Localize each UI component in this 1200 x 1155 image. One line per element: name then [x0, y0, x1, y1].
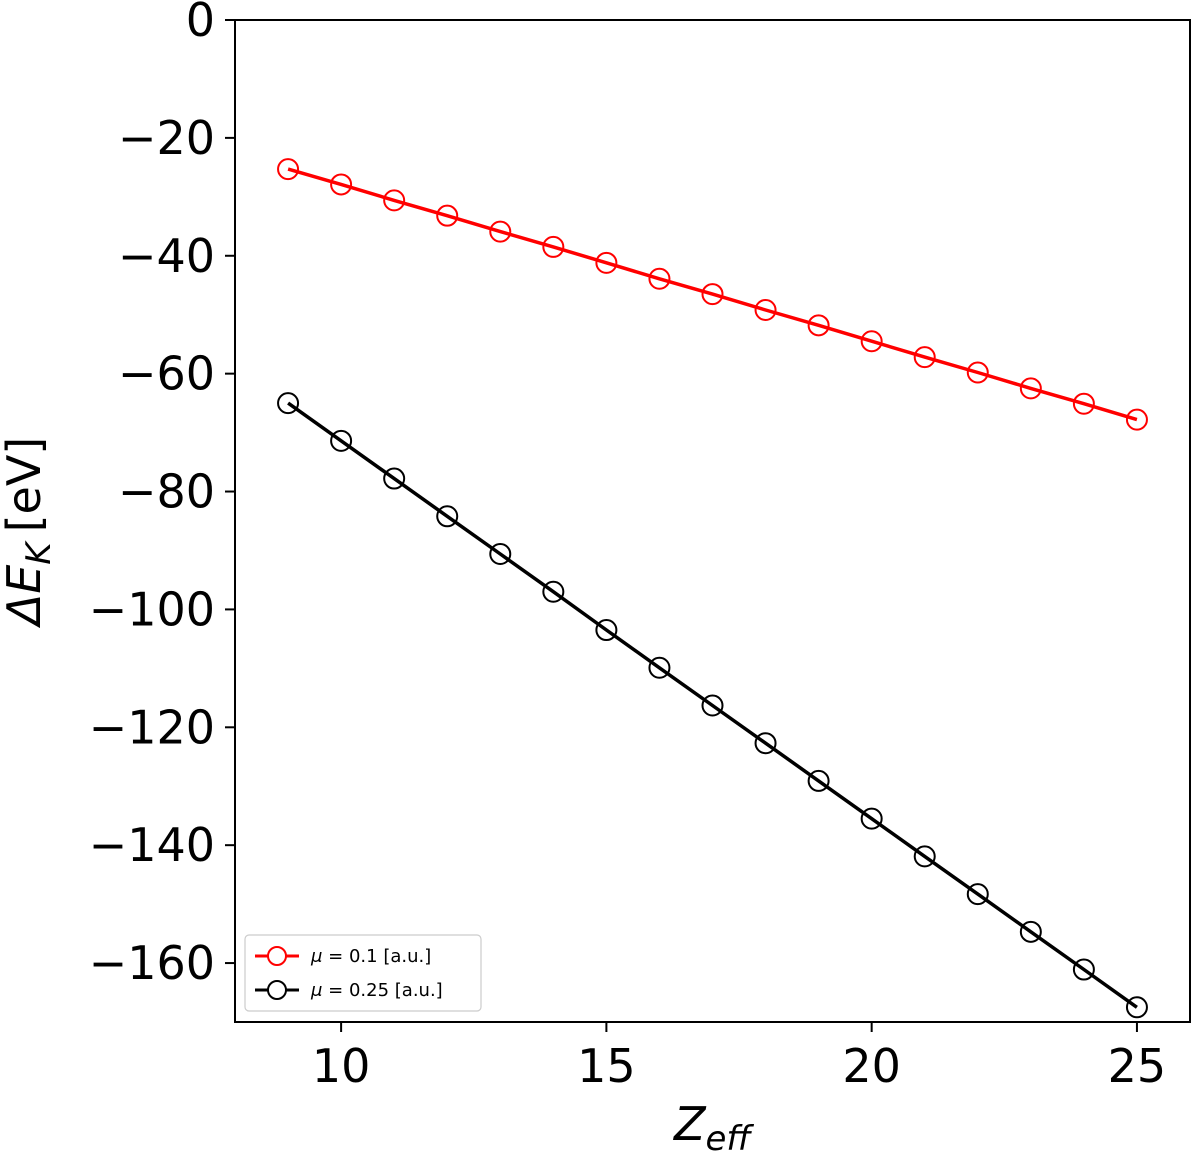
- x-tick-label: 10: [312, 1039, 371, 1093]
- legend-entry-1: μ = 0.1 [a.u.]: [255, 946, 431, 967]
- data-point: [330, 429, 353, 452]
- data-point: [807, 769, 830, 792]
- data-point: [860, 330, 883, 353]
- y-tick-label: −20: [118, 111, 215, 165]
- legend-box: [244, 934, 482, 1012]
- data-point: [648, 656, 671, 679]
- legend-label: μ = 0.25 [a.u.]: [310, 980, 443, 1001]
- data-point: [913, 346, 936, 369]
- data-point: [277, 158, 300, 181]
- x-tick-label: 20: [842, 1039, 901, 1093]
- data-point: [330, 173, 353, 196]
- data-point: [436, 204, 459, 227]
- x-axis-label: Zeff: [672, 1097, 754, 1155]
- y-tick-label: −160: [89, 936, 215, 990]
- data-point: [1072, 958, 1095, 981]
- series-2: [277, 392, 1148, 1019]
- data-point: [701, 694, 724, 717]
- data-point: [1125, 996, 1148, 1019]
- data-point: [595, 619, 618, 642]
- series-layer: [277, 158, 1148, 1019]
- legend-label: μ = 0.1 [a.u.]: [310, 946, 431, 967]
- data-point: [489, 220, 512, 243]
- x-tick-label: 15: [577, 1039, 636, 1093]
- y-tick-label: 0: [186, 0, 215, 47]
- data-point: [1019, 377, 1042, 400]
- data-point: [807, 314, 830, 337]
- data-point: [383, 189, 406, 212]
- y-tick-label: −40: [118, 229, 215, 283]
- data-point: [489, 543, 512, 566]
- series-line: [287, 401, 1138, 1009]
- y-tick-label: −120: [89, 700, 215, 754]
- series-line: [287, 167, 1138, 422]
- data-point: [277, 392, 300, 415]
- y-tick-label: −80: [118, 465, 215, 519]
- y-tick-label: −100: [89, 582, 215, 636]
- data-point: [913, 845, 936, 868]
- y-axis-label-main: ΔE: [0, 565, 51, 629]
- legend-swatch-marker: [267, 980, 287, 1000]
- y-axis-label-unit: [eV]: [0, 437, 51, 533]
- data-point: [595, 251, 618, 274]
- data-point: [383, 467, 406, 490]
- legend-swatch-marker: [267, 946, 287, 966]
- legend-entries: μ = 0.1 [a.u.] μ = 0.25 [a.u.]: [255, 946, 443, 1001]
- x-axis-label-sub: eff: [706, 1119, 755, 1155]
- data-point: [436, 505, 459, 528]
- data-point: [542, 235, 565, 258]
- data-point: [1019, 920, 1042, 943]
- data-point: [648, 267, 671, 290]
- x-axis-label-main: Z: [672, 1097, 707, 1151]
- data-point: [966, 883, 989, 906]
- data-point: [1125, 408, 1148, 431]
- y-tick-label: −60: [118, 347, 215, 401]
- series-1: [277, 158, 1148, 431]
- data-point: [966, 361, 989, 384]
- axis-ticks: 10 15 20 25 0 −20 −40 −60 −80 −100 −120 −140 −160: [89, 0, 1167, 1093]
- data-point: [701, 283, 724, 306]
- data-point: [754, 732, 777, 755]
- legend: μ = 0.1 [a.u.] μ = 0.25 [a.u.]: [244, 934, 482, 1012]
- data-point: [542, 580, 565, 603]
- data-point: [860, 807, 883, 830]
- y-axis-label: ΔEK [eV]: [0, 437, 59, 629]
- y-tick-label: −140: [89, 818, 215, 872]
- x-tick-label: 25: [1108, 1039, 1167, 1093]
- y-axis-label-sub: K: [19, 540, 59, 565]
- data-point: [1072, 392, 1095, 415]
- legend-entry-2: μ = 0.25 [a.u.]: [255, 980, 443, 1001]
- plot-area-frame: [234, 19, 1191, 1023]
- data-point: [754, 298, 777, 321]
